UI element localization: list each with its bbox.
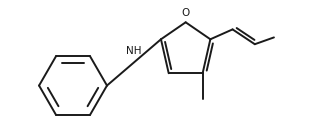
Text: NH: NH (126, 46, 142, 56)
Text: O: O (182, 8, 190, 18)
